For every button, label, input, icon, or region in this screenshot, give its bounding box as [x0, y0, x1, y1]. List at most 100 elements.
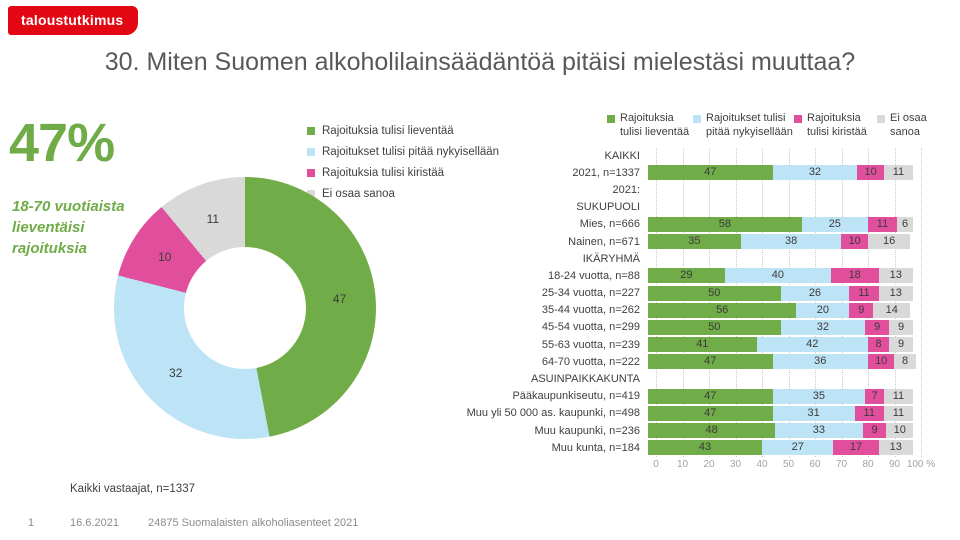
- stat-caption: 18-70 vuotiaista lieventäisi rajoituksia: [12, 198, 125, 257]
- bar-segment: 29: [648, 268, 725, 284]
- bar-segment: 25: [801, 216, 868, 232]
- bar-segment: 11: [883, 165, 913, 181]
- legend-swatch: [307, 168, 315, 177]
- bar-segment: 10: [867, 354, 895, 370]
- legend-label-line: tulisi lieventää: [620, 125, 690, 138]
- legend-swatch: [307, 126, 315, 135]
- bar-value-label: 11: [892, 389, 905, 402]
- grid-line: [868, 148, 869, 457]
- bar-value-label: 32: [808, 166, 822, 179]
- legend-label: Rajoituksia tulisi kiristää: [322, 166, 445, 179]
- bar-value-label: 35: [812, 389, 826, 402]
- grid-line: [682, 148, 684, 457]
- bar-row: 2021, n=1337 47 32 10 11: [430, 164, 940, 181]
- x-axis-tick: 0: [653, 459, 659, 470]
- legend-label-line: Rajoitukset tulisi: [706, 112, 786, 124]
- bar-segment: 58: [648, 216, 802, 232]
- bar-value-label: 47: [704, 166, 717, 179]
- donut-slice-label: 10: [158, 250, 172, 265]
- bar-value-label: 9: [874, 320, 881, 333]
- bar-segment: 13: [878, 440, 913, 456]
- page-number: 1: [28, 517, 35, 529]
- x-axis-tick: 80: [862, 459, 874, 470]
- legend-swatch: [307, 189, 315, 198]
- grid-line: [815, 148, 816, 457]
- bar-segment: 6: [897, 216, 913, 232]
- bar-segment: 13: [878, 268, 913, 284]
- bar-value-label: 38: [784, 235, 798, 248]
- legend-label-line: tulisi kiristää: [807, 125, 867, 138]
- bar: 56 20 9 14: [648, 302, 911, 318]
- stat-value: 47%: [9, 113, 115, 173]
- bar-segment: 43: [648, 440, 762, 456]
- bar-segment: 40: [724, 268, 831, 284]
- bar-value-label: 7: [871, 389, 878, 402]
- bar-value-label: 11: [863, 406, 875, 419]
- bar-segment: 56: [648, 302, 797, 318]
- bar-value-label: 10: [875, 355, 888, 368]
- legend-swatch: [607, 115, 615, 123]
- bar-segment: 47: [648, 354, 773, 370]
- legend-label: Rajoituksia tulisi kiristää: [807, 112, 867, 139]
- legend-label: Rajoituksia tulisi lieventää: [322, 124, 454, 137]
- bar-segment: 10: [857, 165, 884, 181]
- bar-segment: 26: [780, 285, 850, 301]
- category-label: 18-24 vuotta, n=88: [547, 269, 640, 282]
- donut-slice-label: 32: [169, 366, 183, 381]
- project-name: 24875 Suomalaisten alkoholiasenteet 2021: [148, 517, 359, 529]
- bar-segment: 10: [886, 423, 913, 439]
- bar-segment: 20: [796, 302, 850, 318]
- bar-value-label: 42: [806, 338, 819, 351]
- category-label: Muu kunta, n=184: [551, 441, 640, 454]
- bar-value-label: 26: [808, 286, 822, 299]
- bar-segment: 27: [761, 440, 834, 456]
- grid-line: [709, 148, 710, 457]
- bar-value-label: 11: [858, 286, 870, 299]
- bar-segment: 9: [865, 319, 890, 335]
- footnote: Kaikki vastaajat, n=1337: [70, 483, 195, 495]
- x-axis-tick: 60: [809, 459, 821, 470]
- bar-value-label: 13: [889, 286, 902, 299]
- bar-segment: 7: [865, 388, 884, 404]
- bar-value-label: 31: [807, 406, 820, 419]
- donut-slice-label: 47: [332, 292, 347, 307]
- bar: 58 25 11 6: [648, 216, 913, 232]
- bar-row: 18-24 vuotta, n=88 29 40 18 13: [430, 267, 940, 284]
- bar-row: 35-44 vuotta, n=262 56 20 9 14: [430, 302, 940, 319]
- x-axis-tick: 40: [756, 459, 768, 470]
- bar-value-label: 43: [698, 441, 712, 454]
- bar: 35 38 10 16: [648, 234, 911, 250]
- bar-segment: 33: [775, 423, 863, 439]
- page-title: 30. Miten Suomen alkoholilainsäädäntöä p…: [104, 48, 856, 76]
- bar: 47 35 7 11: [648, 388, 913, 404]
- bar: 47 31 11 11: [648, 405, 913, 421]
- bar-value-label: 10: [864, 166, 877, 179]
- x-axis-tick: 50: [782, 459, 795, 470]
- bar-segment: 9: [889, 337, 913, 353]
- bar-value-label: 6: [901, 217, 909, 230]
- bar-row: Pääkaupunkiseutu, n=419 47 35 7 11: [430, 388, 940, 405]
- company-logo: taloustutkimus: [8, 6, 139, 35]
- category-label: 2021:: [612, 183, 640, 196]
- bar-value-label: 9: [897, 338, 905, 351]
- category-label: 25-34 vuotta, n=227: [541, 287, 640, 300]
- category-header-row: 2021:: [430, 181, 940, 198]
- legend-item: Rajoituksia tulisi lieventää: [307, 120, 499, 141]
- bar-segment: 50: [648, 285, 781, 301]
- category-label: Muu kaupunki, n=236: [534, 424, 641, 437]
- category-label: Nainen, n=671: [568, 235, 640, 248]
- bar-row: 25-34 vuotta, n=227 50 26 11 13: [430, 285, 940, 302]
- bar-value-label: 50: [708, 286, 721, 299]
- legend-item: Ei osaa sanoa: [877, 112, 927, 139]
- bar-segment: 47: [648, 388, 773, 404]
- bar-chart: KAIKKI 2021, n=1337 47 32 10 11 2021: SUKUPUOLI…: [430, 147, 940, 470]
- category-label: 45-54 vuotta, n=299: [541, 321, 640, 334]
- x-axis-tick: 100 %: [906, 459, 936, 470]
- bar-value-label: 41: [696, 338, 709, 351]
- bar-segment: 41: [648, 337, 757, 353]
- bar-value-label: 33: [812, 424, 826, 437]
- bar-segment: 9: [849, 302, 874, 318]
- bar: 47 36 10 8: [648, 354, 916, 370]
- category-label: Mies, n=666: [579, 218, 640, 231]
